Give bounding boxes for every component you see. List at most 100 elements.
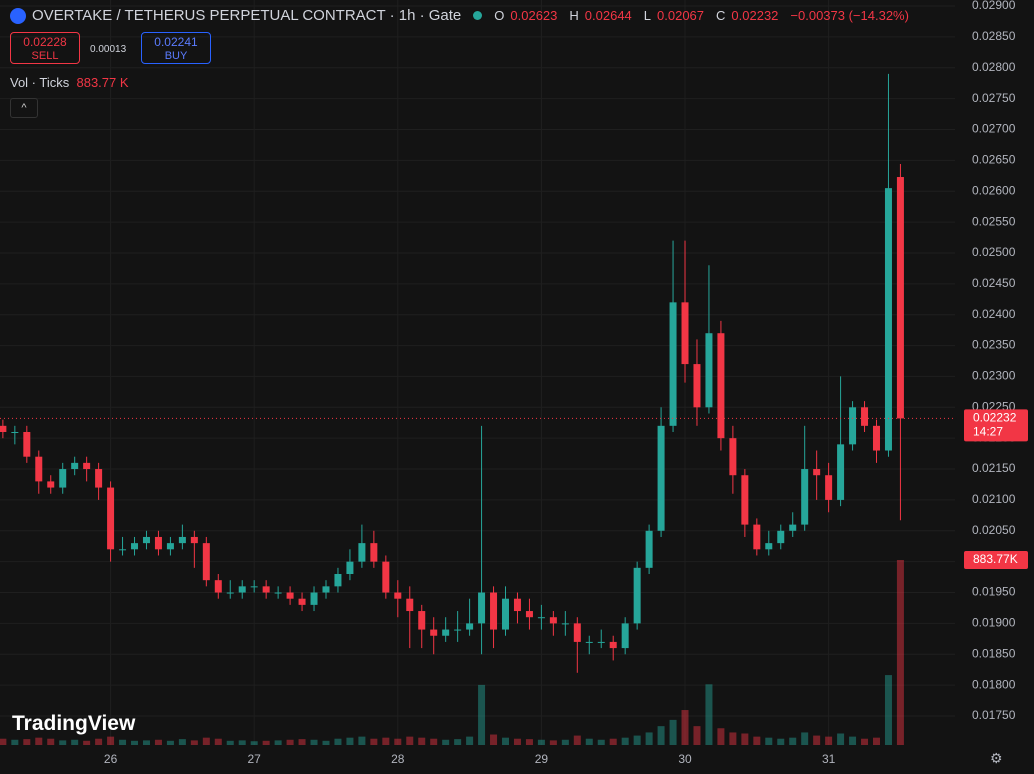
candle-body: [442, 629, 450, 636]
volume-bar: [609, 738, 617, 745]
candle-body: [262, 586, 270, 593]
spread: 0.00013: [90, 44, 127, 55]
candle-body: [549, 617, 557, 624]
volume-bar: [813, 735, 821, 745]
volume-bar: [765, 737, 773, 745]
candle-body: [693, 364, 701, 408]
candle-body: [202, 543, 210, 581]
candle-body: [849, 407, 857, 445]
watermark: TradingView: [12, 712, 136, 735]
ohlc-label: C: [716, 8, 726, 23]
candle-body: [226, 592, 234, 594]
volume-bar: [166, 740, 174, 745]
settings-button[interactable]: ⚙: [990, 750, 1003, 766]
candle-body: [418, 611, 426, 630]
market-status: [473, 11, 483, 20]
price-axis: [955, 0, 1034, 774]
candle-body: [585, 641, 593, 643]
volume-bar: [681, 710, 689, 745]
candle-body: [23, 432, 31, 457]
volume-bar: [346, 737, 354, 745]
volume-bar: [478, 684, 486, 745]
x-tick-label: 30: [678, 752, 692, 766]
candle-body: [119, 549, 127, 551]
candle-body: [681, 302, 689, 365]
symbol-logo: [10, 7, 26, 24]
candle-body: [837, 444, 845, 500]
y-tick-label: 0.02100: [972, 492, 1016, 506]
volume-bar: [657, 726, 665, 745]
collapse-button[interactable]: ^: [10, 98, 38, 118]
candle-body: [645, 530, 653, 568]
candle-body: [322, 586, 330, 593]
volume-bar: [537, 739, 545, 745]
candle-body: [238, 586, 246, 593]
candle-body: [777, 530, 785, 544]
volume-bar: [131, 740, 139, 745]
y-tick-label: 0.01800: [972, 677, 1016, 691]
volume-bar: [872, 737, 880, 745]
candle-body: [466, 623, 474, 630]
volume-bar: [825, 736, 833, 745]
ohlc-value: 0.02232: [731, 8, 779, 23]
y-tick-label: 0.02900: [972, 0, 1016, 12]
price-tag: [964, 409, 1028, 442]
volume-bar: [370, 738, 378, 745]
candle-body: [35, 456, 43, 482]
candle-body: [142, 536, 150, 544]
candle-body: [166, 543, 174, 550]
volume-value: 883.77 K: [76, 75, 129, 90]
candle-body: [813, 469, 821, 476]
y-tick-label: 0.01850: [972, 646, 1016, 660]
sell-button[interactable]: 0.02228 SELL: [10, 32, 80, 64]
candle-body: [334, 574, 342, 587]
volume-bar: [262, 740, 270, 745]
candle-body: [346, 561, 354, 574]
x-tick-label: 28: [391, 752, 405, 766]
volume-bar: [190, 740, 198, 745]
candle-body: [789, 524, 797, 531]
volume-title: Vol · Ticks: [10, 75, 70, 90]
y-tick-label: 0.01950: [972, 585, 1016, 599]
volume-bar: [717, 728, 725, 745]
volume-bar: [490, 734, 498, 745]
chart-title: OVERTAKE / TETHERUS PERPETUAL CONTRACT ·…: [32, 7, 462, 24]
candle-body: [801, 469, 809, 525]
y-tick-label: 0.02300: [972, 369, 1016, 383]
volume-bar: [178, 739, 186, 745]
header: OVERTAKE / TETHERUS PERPETUAL CONTRACT ·…: [10, 7, 915, 24]
y-tick-label: 0.02150: [972, 461, 1016, 475]
ohlc-value: 0.02623: [510, 8, 558, 23]
volume-bar: [238, 740, 246, 745]
volume-bar: [789, 737, 797, 745]
volume-bar: [705, 684, 713, 745]
volume-legend: Vol · Ticks 883.77 K: [10, 75, 129, 90]
volume-bar: [430, 738, 438, 745]
candle-body: [286, 592, 294, 599]
candle-body: [178, 536, 186, 544]
x-tick-label: 29: [535, 752, 549, 766]
candle-body: [884, 188, 892, 451]
candle-body: [478, 592, 486, 624]
volume-bar: [214, 738, 222, 745]
y-tick-label: 0.02700: [972, 122, 1016, 136]
countdown: 14:27: [973, 425, 1003, 439]
volume-bar: [454, 739, 462, 745]
buy-button[interactable]: 0.02241 BUY: [141, 32, 211, 64]
candle-body: [597, 641, 605, 643]
candle-body: [561, 623, 569, 625]
candle-body: [274, 592, 282, 594]
candle-body: [537, 617, 545, 619]
y-tick-label: 0.01750: [972, 708, 1016, 722]
volume-bar: [310, 739, 318, 745]
candle-body: [525, 611, 533, 618]
y-tick-label: 0.02050: [972, 523, 1016, 537]
volume-bar: [322, 740, 330, 745]
candle-body: [753, 524, 761, 550]
candle-body: [454, 629, 462, 631]
volume-bar: [693, 726, 701, 745]
candle-body: [861, 407, 869, 426]
volume-bar: [549, 740, 557, 745]
volume-bar: [107, 736, 115, 745]
ohlc-label: L: [643, 8, 652, 23]
